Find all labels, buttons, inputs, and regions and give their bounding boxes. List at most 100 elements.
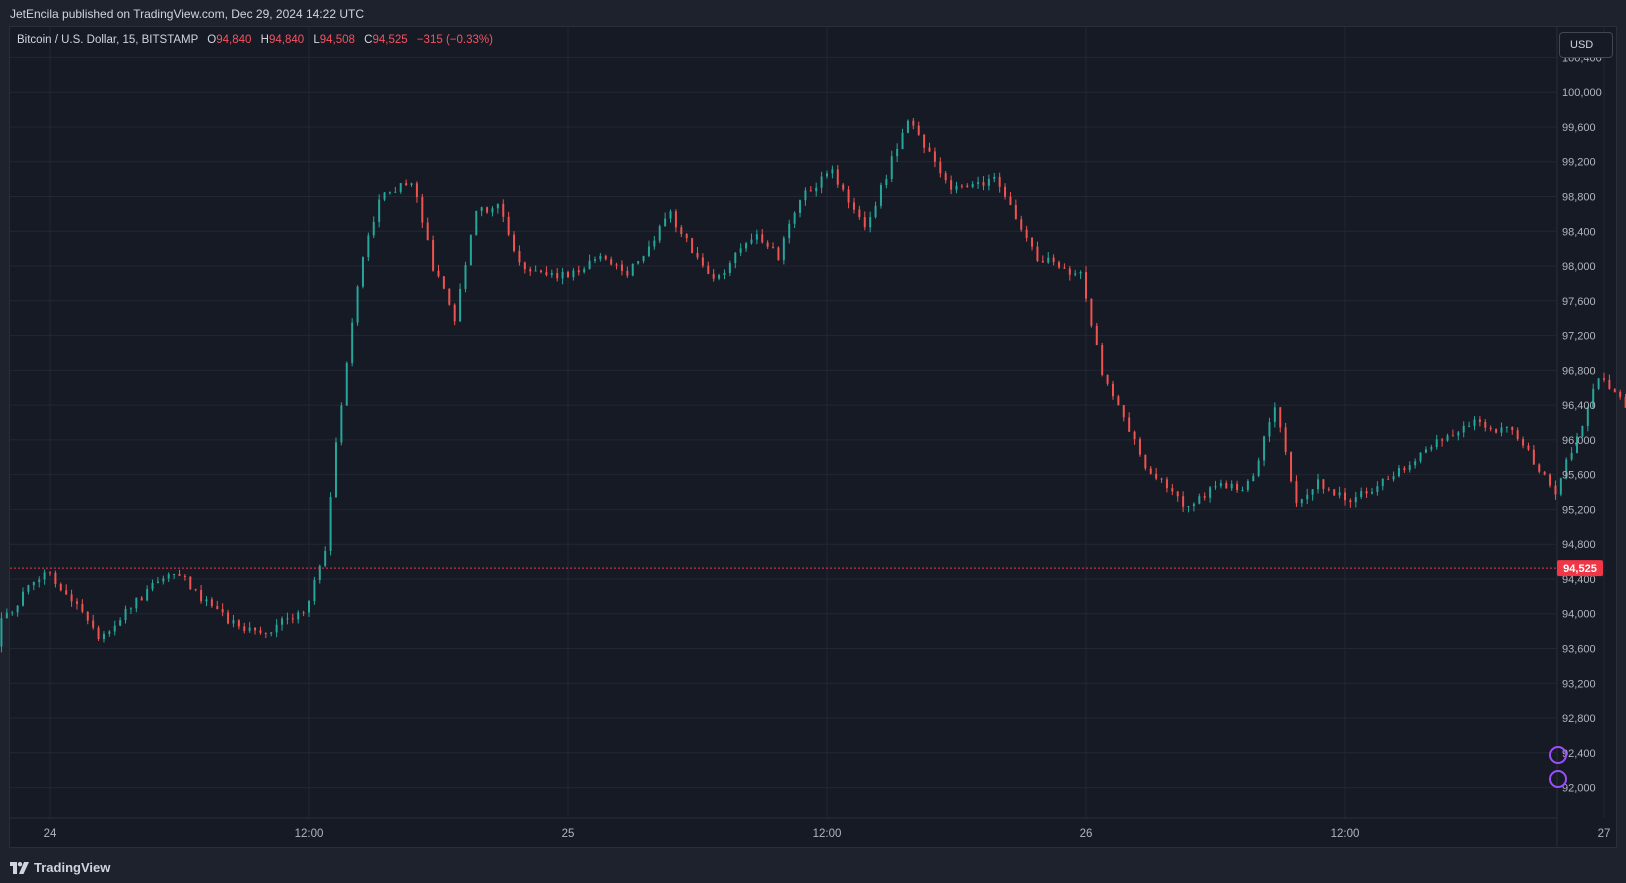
publish-info: JetEncila published on TradingView.com, … (10, 7, 364, 21)
candle (1230, 480, 1233, 491)
candle (205, 596, 208, 607)
open-label: O (207, 34, 217, 46)
candle (1117, 394, 1120, 406)
candle (480, 206, 483, 217)
candle (5, 608, 8, 619)
candle (556, 268, 559, 282)
candle (302, 610, 305, 617)
price-axis[interactable]: 92,000 92,400 92,800 93,200 93,600 94,000 94,4… (1556, 27, 1602, 848)
candle (647, 240, 650, 258)
candle (1435, 434, 1438, 450)
candle-body (955, 185, 958, 190)
currency-button[interactable]: USD (1559, 32, 1613, 58)
candle-body (437, 270, 440, 277)
candle (944, 170, 947, 184)
candle-body (874, 205, 877, 218)
low-label: L (313, 34, 320, 46)
candle-body (1549, 474, 1552, 486)
candle (604, 254, 607, 261)
candle-body (1457, 432, 1460, 436)
candle-body (1155, 473, 1158, 479)
candle (1381, 478, 1384, 491)
candle (718, 273, 721, 281)
candle-body (1041, 260, 1044, 263)
candle (1171, 483, 1174, 496)
candle-body (820, 176, 823, 188)
close-label: C (364, 34, 373, 46)
candle (286, 612, 289, 625)
candle-body (1295, 481, 1298, 504)
candle (572, 267, 575, 281)
candle-body (1263, 436, 1266, 461)
tradingview-logo[interactable]: TradingView (10, 860, 110, 875)
candle-body (1317, 479, 1320, 490)
candle (1387, 475, 1390, 480)
reminder-circle-icon[interactable] (1549, 770, 1567, 788)
candle (534, 265, 537, 272)
candle-body (906, 120, 909, 133)
candle-body (1338, 492, 1341, 496)
candle-body (16, 605, 19, 613)
candle-body (227, 612, 230, 624)
candle-body (297, 612, 300, 620)
candle-body (200, 590, 203, 602)
candle (815, 182, 818, 197)
price-tick-label: 96,400 (1562, 400, 1596, 412)
candle-body (232, 620, 235, 624)
candle-body (1279, 407, 1282, 428)
close-value: 94,525 (372, 34, 408, 46)
candle (977, 176, 980, 189)
candle (243, 622, 246, 634)
candle (1020, 215, 1023, 232)
candle (86, 611, 89, 625)
candle-body (1408, 465, 1411, 470)
candle-body (1565, 459, 1568, 479)
candle-body (1419, 452, 1422, 462)
candle (772, 242, 775, 249)
candle-body (610, 259, 613, 265)
candle (464, 261, 467, 293)
candle (1290, 451, 1293, 483)
candle (1354, 491, 1357, 508)
candle (1327, 487, 1330, 492)
candle-body (518, 250, 521, 263)
chart-frame[interactable] (9, 26, 1617, 848)
candle (264, 632, 267, 639)
candle (1165, 476, 1168, 493)
candle-body (453, 304, 456, 322)
candle-body (890, 156, 893, 180)
candle (1133, 430, 1136, 445)
candle (318, 564, 321, 584)
candle-body (1290, 452, 1293, 482)
price-tick-label: 96,000 (1562, 435, 1596, 447)
time-axis[interactable]: 2412:002512:002612:002712:002812:002912:… (10, 817, 1626, 840)
candle (669, 209, 672, 223)
candle-body (977, 182, 980, 184)
candle (917, 121, 920, 136)
candle-body (998, 176, 1001, 187)
candle-body (718, 275, 721, 279)
candle (200, 584, 203, 604)
candle (1085, 266, 1087, 303)
candle (448, 288, 451, 306)
candle (728, 260, 731, 277)
candle-body (162, 578, 165, 582)
candle-body (254, 627, 257, 631)
candle-body (178, 573, 181, 576)
candlestick-chart[interactable]: 92,000 92,400 92,800 93,200 93,600 94,000 94,4… (0, 0, 1626, 848)
candle (1414, 458, 1417, 469)
candle (221, 603, 224, 617)
candle (1192, 502, 1195, 512)
candle-body (658, 226, 661, 241)
candle-body (167, 574, 170, 579)
candle-body (782, 238, 785, 261)
candle-body (1414, 461, 1417, 466)
candle (1295, 475, 1298, 508)
candle (577, 265, 580, 276)
candle (874, 201, 877, 219)
candle (388, 191, 391, 195)
candle (65, 584, 68, 596)
candle (1527, 442, 1530, 452)
high-value: 94,840 (268, 34, 305, 46)
alert-circle-icon[interactable] (1549, 746, 1567, 764)
